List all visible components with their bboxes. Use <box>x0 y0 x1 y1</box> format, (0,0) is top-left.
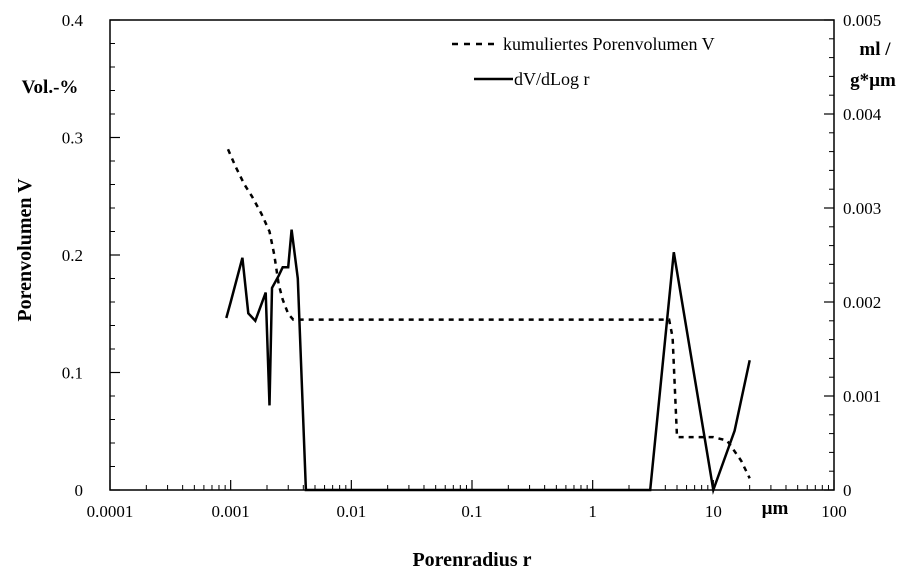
series-group <box>225 148 751 495</box>
legend-label-cumulative: kumuliertes Porenvolumen V <box>503 34 715 54</box>
y-right-axis-ticks: 0 0.001 0.002 0.003 0.004 0.005 <box>824 11 882 500</box>
y-right-tick-label: 0.002 <box>843 293 881 312</box>
x-axis-label: Porenradius r <box>412 549 531 571</box>
x-tick-label: 10 <box>705 502 722 521</box>
legend-label-derivative: dV/dLog r <box>514 69 590 89</box>
x-tick-label: 1 <box>588 502 597 521</box>
plot-area <box>109 19 835 491</box>
y-left-tick-label: 0.3 <box>62 129 83 148</box>
x-axis-ticks: 0.0001 0.001 0.01 0.1 1 10 100 <box>87 480 847 521</box>
y-right-tick-label: 0 <box>843 481 852 500</box>
y-left-tick-label: 0.1 <box>62 364 83 383</box>
x-tick-label: 0.0001 <box>87 502 134 521</box>
y-right-tick-label: 0.004 <box>843 105 882 124</box>
legend: kumuliertes Porenvolumen V dV/dLog r <box>452 34 715 89</box>
y-left-tick-label: 0 <box>75 481 84 500</box>
y-right-unit-label-line1: ml / <box>859 39 891 60</box>
series-line-dv-dlog-r <box>225 229 751 495</box>
y-left-axis-ticks: 0 0.1 0.2 0.3 0.4 <box>62 11 120 500</box>
x-tick-label: 100 <box>821 502 847 521</box>
x-tick-label: 0.1 <box>461 502 482 521</box>
x-tick-label: 0.001 <box>212 502 250 521</box>
y-right-tick-label: 0.005 <box>843 11 881 30</box>
x-axis-unit-label: µm <box>762 498 789 519</box>
y-left-axis-label: Porenvolumen V <box>14 178 36 322</box>
y-left-tick-label: 0.2 <box>62 246 83 265</box>
y-right-unit-label-line2: g*µm <box>850 70 896 91</box>
y-right-tick-label: 0.003 <box>843 199 881 218</box>
series-line-cumulative-pore-volume <box>226 148 751 479</box>
y-right-tick-label: 0.001 <box>843 387 881 406</box>
y-left-unit-label: Vol.-% <box>22 77 79 98</box>
y-left-tick-label: 0.4 <box>62 11 84 30</box>
x-tick-label: 0.01 <box>336 502 366 521</box>
